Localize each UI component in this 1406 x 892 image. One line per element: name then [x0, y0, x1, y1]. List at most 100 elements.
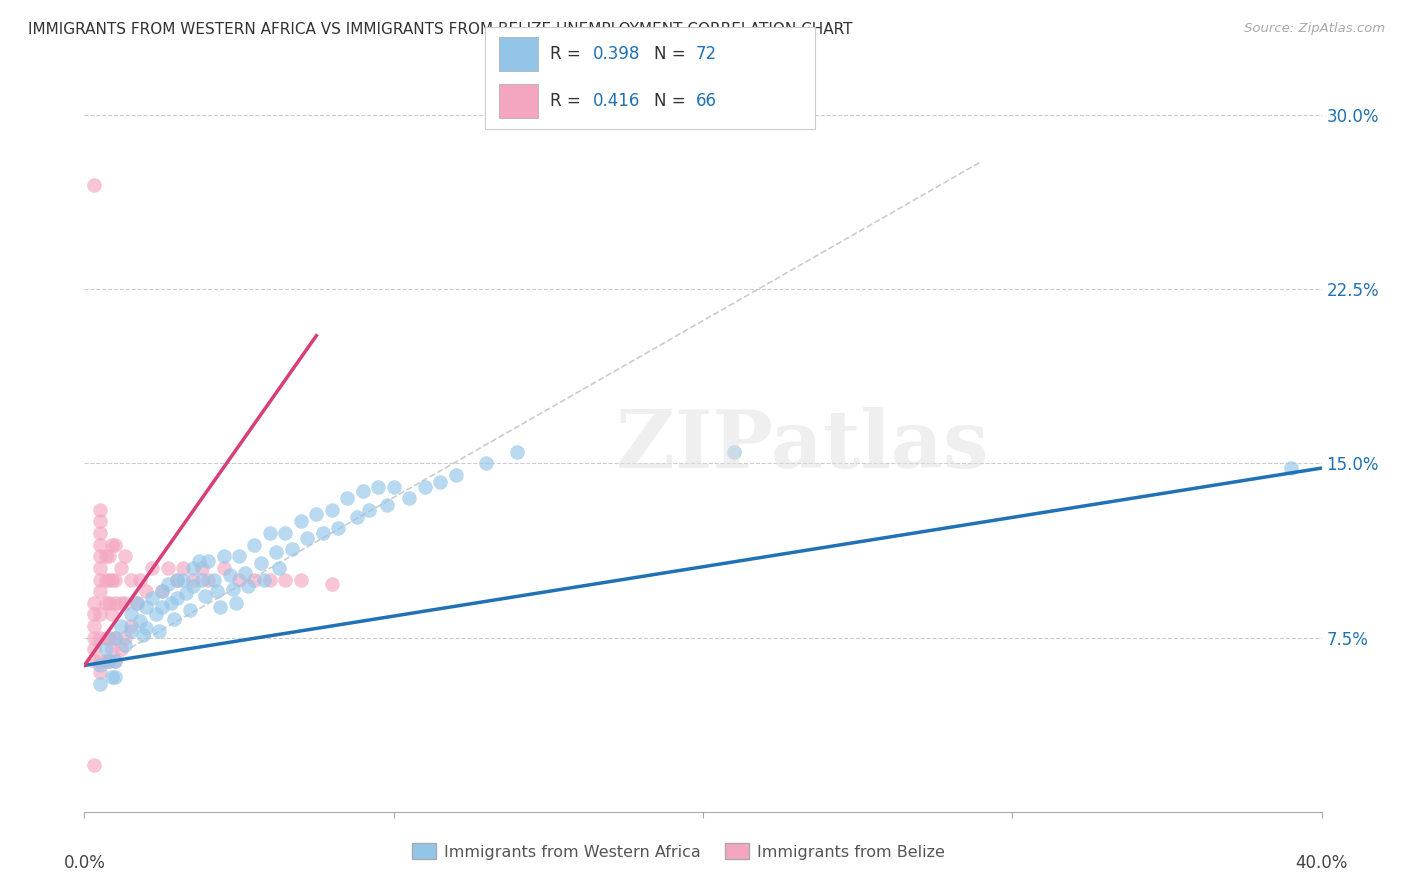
Point [89, 515, 111, 529]
Point [259, 573, 281, 587]
Point [94, 549, 117, 564]
Point [179, 603, 201, 617]
Point [352, 484, 374, 499]
Point [89, 573, 111, 587]
Point [114, 549, 136, 564]
Point [274, 573, 297, 587]
Point [141, 591, 163, 606]
Point [89, 561, 111, 575]
Point [114, 631, 136, 645]
Point [382, 480, 405, 494]
Point [104, 654, 127, 668]
Point [89, 584, 111, 599]
Point [83, 596, 105, 610]
Point [135, 621, 157, 635]
Point [114, 638, 136, 652]
Point [94, 642, 117, 657]
Point [280, 542, 302, 557]
Point [413, 480, 436, 494]
Point [218, 567, 240, 582]
Point [94, 654, 117, 668]
Point [181, 561, 204, 575]
Point [104, 573, 127, 587]
Point [94, 596, 117, 610]
Point [1279, 461, 1302, 475]
Point [98, 654, 121, 668]
Point [197, 573, 219, 587]
Point [290, 515, 312, 529]
Point [135, 584, 157, 599]
Point [150, 584, 173, 599]
Point [150, 584, 173, 599]
Point [101, 670, 124, 684]
Text: N =: N = [654, 92, 690, 110]
Text: 0.416: 0.416 [593, 92, 641, 110]
Point [83, 607, 105, 622]
Point [98, 596, 121, 610]
Point [120, 607, 142, 622]
Point [166, 573, 188, 587]
Text: 40.0%: 40.0% [1295, 854, 1348, 871]
Point [89, 677, 111, 691]
Point [295, 531, 318, 545]
Point [243, 538, 266, 552]
Text: Source: ZipAtlas.com: Source: ZipAtlas.com [1244, 22, 1385, 36]
Text: 0.398: 0.398 [593, 45, 641, 63]
Point [197, 554, 219, 568]
Point [83, 642, 105, 657]
Point [129, 615, 152, 629]
Point [367, 480, 389, 494]
Point [89, 654, 111, 668]
Point [238, 579, 260, 593]
Point [166, 573, 188, 587]
Text: R =: R = [550, 92, 586, 110]
Point [148, 624, 170, 638]
Text: 72: 72 [696, 45, 717, 63]
Point [89, 665, 111, 680]
Point [444, 468, 467, 483]
Point [475, 457, 498, 471]
Point [264, 544, 287, 558]
Point [191, 573, 214, 587]
Point [163, 612, 186, 626]
Point [290, 573, 312, 587]
Point [172, 573, 194, 587]
Point [269, 561, 291, 575]
Point [209, 600, 232, 615]
Text: IMMIGRANTS FROM WESTERN AFRICA VS IMMIGRANTS FROM BELIZE UNEMPLOYMENT CORRELATIO: IMMIGRANTS FROM WESTERN AFRICA VS IMMIGR… [28, 22, 852, 37]
Point [398, 491, 420, 506]
Point [160, 596, 183, 610]
Point [83, 619, 105, 633]
Point [243, 573, 266, 587]
Text: 0.0%: 0.0% [63, 854, 105, 871]
Point [222, 582, 245, 596]
Point [98, 631, 121, 645]
Point [89, 631, 111, 645]
Point [202, 573, 225, 587]
Point [191, 561, 214, 575]
Point [166, 591, 188, 606]
Point [311, 526, 333, 541]
Point [83, 631, 105, 645]
Text: N =: N = [654, 45, 690, 63]
Point [506, 445, 529, 459]
Point [125, 596, 148, 610]
Point [83, 758, 105, 772]
Point [101, 607, 124, 622]
Point [228, 549, 250, 564]
Point [89, 503, 111, 517]
Point [89, 538, 111, 552]
Point [89, 526, 111, 541]
Point [249, 556, 271, 570]
Point [104, 670, 127, 684]
Point [101, 573, 124, 587]
Point [101, 642, 124, 657]
Point [253, 573, 276, 587]
Point [89, 658, 111, 673]
Point [212, 561, 235, 575]
Point [120, 573, 142, 587]
Point [110, 642, 132, 657]
Point [156, 577, 179, 591]
Point [150, 600, 173, 615]
Point [181, 573, 204, 587]
